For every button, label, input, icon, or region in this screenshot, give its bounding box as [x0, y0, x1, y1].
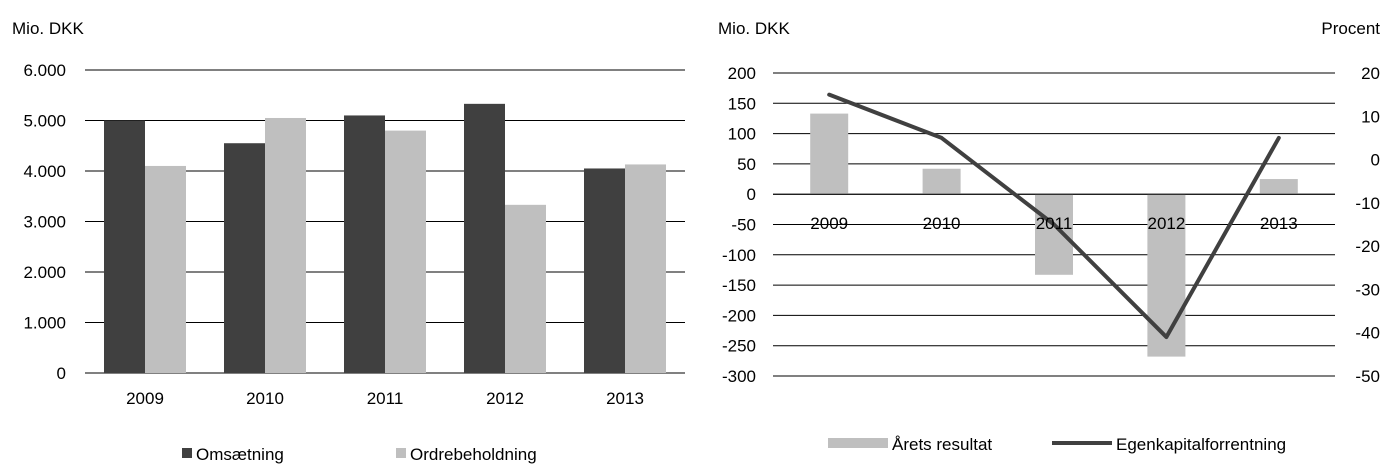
right-chart-left-y-tick: 50: [737, 155, 756, 174]
right-chart-left-y-tick: 0: [747, 185, 756, 204]
left-chart-x-tick: 2011: [367, 389, 404, 408]
legend-label-arets-resultat: Årets resultat: [892, 435, 992, 454]
right-chart-left-y-ticks: -300 -250 -200 -150 -100 -50 0 50 100 150 200: [722, 64, 756, 386]
right-chart-left-y-tick: 150: [728, 94, 756, 113]
right-chart-legend: Årets resultat Egenkapitalforrentning: [828, 435, 1286, 454]
right-chart-line-egenkapitalforrentning: [827, 92, 1281, 340]
left-chart-bar-ordrebeholdning: [265, 117, 306, 373]
left-chart-x-ticks: 2009 2010 2011 2012 2013: [126, 389, 644, 408]
left-chart-y-tick: 1.000: [23, 314, 66, 333]
legend-swatch-omsaetning: [182, 448, 192, 458]
right-chart-left-axis-label: Mio. DKK: [718, 19, 790, 38]
left-chart-bar-omsaetning: [464, 103, 505, 374]
right-chart-left-y-tick: -200: [722, 306, 756, 325]
right-chart-left-y-tick: -250: [722, 337, 756, 356]
left-chart-x-tick: 2012: [486, 389, 524, 408]
result-equity-return-chart: Mio. DKK Procent -300-250-200-150-100-50…: [718, 19, 1380, 454]
legend-label-ordrebeholdning: Ordrebeholdning: [410, 445, 537, 464]
left-chart-x-tick: 2010: [246, 389, 284, 408]
right-chart-left-y-tick: 100: [728, 125, 756, 144]
left-chart-bar-ordrebeholdning: [385, 130, 426, 373]
left-chart-bar-ordrebeholdning: [145, 165, 186, 373]
left-chart-bar-omsaetning: [224, 143, 265, 373]
right-chart-bar-arets-resultat: [1259, 179, 1298, 195]
right-chart-bar-arets-resultat: [922, 168, 961, 195]
right-chart-bar-arets-resultat: [1147, 194, 1186, 357]
right-chart-x-ticks: 2009 2010 2011 2012 2013: [810, 214, 1297, 233]
right-chart-x-tick: 2012: [1147, 214, 1185, 233]
right-chart-left-y-tick: -100: [722, 246, 756, 265]
right-chart-right-y-tick: -20: [1355, 237, 1380, 256]
revenue-orders-chart: Mio. DKK 0 1.000 2.000 3.000 4.000 5.000 6.000…: [12, 19, 685, 464]
right-chart-x-tick: 2011: [1036, 214, 1073, 233]
left-chart-bar-omsaetning: [344, 115, 385, 373]
right-chart-right-y-tick: 10: [1361, 107, 1380, 126]
left-chart-bar-ordrebeholdning: [625, 164, 666, 373]
right-chart-x-tick: 2009: [810, 214, 848, 233]
right-chart-right-y-tick: 20: [1361, 64, 1380, 83]
legend-swatch-ordrebeholdning: [396, 448, 406, 458]
legend-swatch-arets-resultat: [828, 438, 888, 448]
legend-label-omsaetning: Omsætning: [196, 445, 284, 464]
right-chart-line: [827, 92, 1281, 340]
left-chart-y-axis-label: Mio. DKK: [12, 19, 84, 38]
right-chart-right-y-tick: -40: [1355, 324, 1380, 343]
right-chart-x-tick: 2010: [923, 214, 961, 233]
right-chart-left-y-tick: -50: [731, 216, 756, 235]
left-chart-y-tick: 2.000: [23, 263, 66, 282]
legend-label-egenkapitalforrentning: Egenkapitalforrentning: [1116, 435, 1286, 454]
right-chart-left-y-tick: 200: [728, 64, 756, 83]
right-chart-right-y-tick: 0: [1371, 151, 1380, 170]
left-chart-x-tick: 2013: [606, 389, 644, 408]
right-chart-right-y-tick: -10: [1355, 194, 1380, 213]
right-chart-left-y-tick: -300: [722, 367, 756, 386]
left-chart-bar-ordrebeholdning: [505, 204, 546, 373]
left-chart-y-tick: 3.000: [23, 213, 66, 232]
left-chart-bars: [104, 103, 666, 374]
left-chart-x-tick: 2009: [126, 389, 164, 408]
left-chart-legend: Omsætning Ordrebeholdning: [182, 445, 537, 464]
right-chart-right-y-tick: -50: [1355, 367, 1380, 386]
left-chart-y-tick: 6.000: [23, 61, 66, 80]
right-chart-left-y-tick: -150: [722, 276, 756, 295]
right-chart-bars: [810, 113, 1298, 357]
right-chart-right-y-tick: -30: [1355, 280, 1380, 299]
left-chart-y-ticks: 0 1.000 2.000 3.000 4.000 5.000 6.000: [23, 61, 66, 383]
right-chart-bar-arets-resultat: [810, 113, 849, 195]
left-chart-y-tick: 4.000: [23, 162, 66, 181]
right-chart-bar-arets-resultat: [1035, 194, 1073, 275]
right-chart-right-y-ticks: -50 -40 -30 -20 -10 0 10 20: [1355, 64, 1380, 386]
left-chart-bar-omsaetning: [584, 168, 625, 373]
left-chart-bar-omsaetning: [104, 120, 145, 373]
left-chart-y-tick: 5.000: [23, 112, 66, 131]
right-chart-x-tick: 2013: [1260, 214, 1298, 233]
left-chart-y-tick: 0: [57, 364, 66, 383]
right-chart-right-axis-label: Procent: [1321, 19, 1380, 38]
